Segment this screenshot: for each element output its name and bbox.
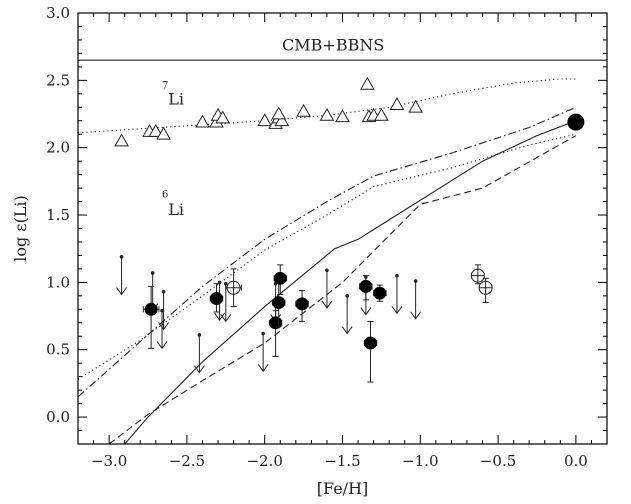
upper-limit-arrowhead bbox=[158, 322, 169, 331]
upper-limit-arrowhead bbox=[193, 365, 205, 374]
model-curve-dotted-2 bbox=[78, 133, 577, 380]
filled-circle-point bbox=[295, 297, 309, 311]
li7-triangle bbox=[335, 109, 350, 123]
filled-circle-point bbox=[359, 279, 373, 293]
li7-triangle bbox=[408, 99, 423, 113]
upper-limit-arrowhead bbox=[321, 300, 333, 309]
li7-label: Li bbox=[168, 90, 184, 109]
model-curves bbox=[78, 78, 577, 444]
cmb-bbns-label: CMB+BBNS bbox=[282, 36, 384, 55]
li6-detection-filled bbox=[363, 320, 378, 383]
li7-triangle bbox=[271, 106, 287, 120]
li6-mass-number: 6 bbox=[162, 190, 168, 201]
axis-ticks: −3.0 −2.5 −2.0 −1.5 −1.0 −0.5 0.0 0.0 0.5 1.0 1.5 2… bbox=[46, 4, 607, 470]
li6-detection-open bbox=[470, 264, 485, 285]
upper-limit-arrowhead bbox=[341, 326, 353, 335]
y-tick-label: 1.0 bbox=[46, 273, 70, 291]
li6-detection-filled bbox=[209, 283, 224, 313]
filled-circle-point bbox=[209, 292, 223, 306]
filled-circle-point bbox=[364, 336, 378, 350]
li6-detection-filled bbox=[142, 285, 160, 349]
li7-triangle bbox=[148, 124, 164, 137]
li6-label: Li bbox=[168, 200, 184, 219]
li6-detection-filled bbox=[295, 289, 309, 322]
y-tick-label: 1.5 bbox=[46, 206, 70, 224]
li7-triangle bbox=[156, 126, 171, 140]
li6-upper-limit bbox=[321, 268, 333, 309]
li7-triangle bbox=[114, 133, 129, 147]
li7-mass-number: 7 bbox=[162, 80, 168, 91]
model-curve-solid-0 bbox=[124, 120, 577, 444]
y-tick-label: 0.5 bbox=[46, 341, 70, 359]
li6-upper-limit bbox=[257, 331, 269, 373]
y-tick-label: 2.0 bbox=[46, 139, 70, 157]
li6-detection-filled bbox=[373, 284, 387, 302]
y-tick-label: 0.0 bbox=[46, 408, 70, 426]
li6-upper-limit bbox=[116, 254, 127, 296]
x-tick-label: −2.5 bbox=[169, 452, 205, 470]
solar-value-point bbox=[567, 113, 585, 131]
y-tick-label: 3.0 bbox=[46, 4, 70, 22]
model-curve-dotted-4 bbox=[78, 78, 576, 134]
li7-triangle bbox=[215, 110, 231, 124]
li7-triangle bbox=[195, 114, 210, 128]
li6-detection-open bbox=[225, 268, 242, 308]
x-tick-label: −3.0 bbox=[91, 452, 127, 470]
x-axis-label: [Fe/H] bbox=[317, 479, 369, 498]
li6-upper-limit bbox=[410, 279, 422, 320]
li6-detection-filled bbox=[268, 310, 283, 357]
upper-limit-arrowhead bbox=[391, 306, 403, 315]
x-tick-label: −2.0 bbox=[246, 452, 282, 470]
li6-detection-filled bbox=[359, 275, 373, 301]
model-curve-dashed-1 bbox=[108, 135, 577, 444]
li7-triangle bbox=[360, 76, 375, 90]
li7-triangle bbox=[319, 107, 335, 121]
upper-limit-arrowhead bbox=[156, 341, 168, 350]
li6-upper-limit bbox=[158, 290, 169, 331]
filled-circle-point bbox=[273, 271, 287, 285]
li6-upper-limit bbox=[341, 294, 353, 335]
li7-triangle bbox=[257, 113, 273, 127]
upper-limit-arrowhead bbox=[214, 312, 225, 321]
upper-limit-arrowhead bbox=[257, 363, 269, 373]
li6-detection-filled bbox=[273, 264, 287, 295]
model-curve-dashdot-3 bbox=[78, 106, 577, 398]
y-tick-label: 2.5 bbox=[46, 71, 70, 89]
x-tick-label: −0.5 bbox=[480, 452, 516, 470]
y-axis-label: log ε(Li) bbox=[11, 195, 30, 262]
upper-limit-arrowhead bbox=[360, 307, 372, 316]
plot-frame bbox=[77, 12, 608, 445]
filled-circle-point bbox=[373, 286, 387, 300]
data-points bbox=[114, 76, 585, 383]
li7-triangle bbox=[296, 103, 311, 117]
filled-circle-point bbox=[272, 296, 286, 310]
filled-circle-point bbox=[269, 316, 283, 330]
x-tick-label: −1.0 bbox=[402, 452, 438, 470]
x-tick-label: −1.5 bbox=[324, 452, 360, 470]
x-tick-label: 0.0 bbox=[564, 452, 588, 470]
li6-detection-filled bbox=[271, 281, 286, 328]
filled-circle-point bbox=[144, 302, 158, 316]
li7-triangle bbox=[374, 107, 389, 121]
upper-limit-arrowhead bbox=[116, 287, 127, 296]
li6-upper-limit bbox=[391, 273, 403, 315]
li6-upper-limit bbox=[193, 333, 205, 374]
li7-triangle bbox=[389, 97, 405, 110]
li7-triangle bbox=[274, 113, 290, 127]
upper-limit-arrowhead bbox=[220, 314, 232, 323]
li6-upper-limit bbox=[156, 308, 168, 350]
li6-detection-open bbox=[478, 277, 493, 304]
upper-limit-arrowhead bbox=[410, 311, 422, 320]
